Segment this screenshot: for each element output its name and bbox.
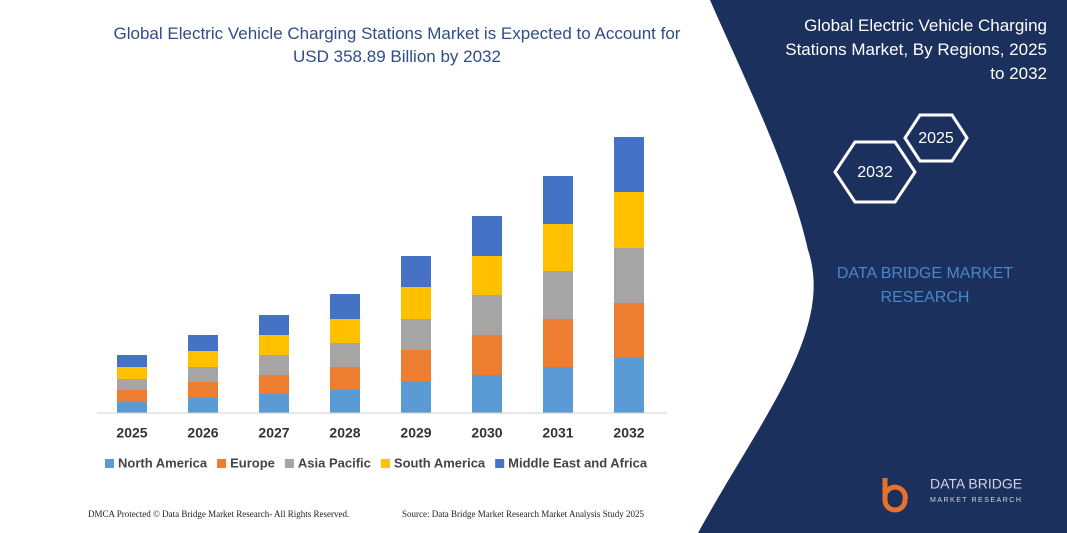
bar-segment	[117, 402, 147, 413]
bar-segment	[472, 256, 502, 295]
bar-segment	[117, 355, 147, 367]
bar-segment	[614, 358, 644, 413]
bar-segment	[259, 315, 289, 335]
bar-segment	[188, 335, 218, 351]
legend-swatch	[284, 459, 294, 468]
hexagon	[903, 113, 969, 163]
panel-title: Global Electric Vehicle Charging Station…	[785, 16, 1047, 83]
bar-segment	[543, 224, 573, 271]
side-panel	[698, 0, 1067, 533]
legend-swatch	[495, 459, 505, 468]
x-tick-label: 2025	[116, 425, 147, 441]
x-tick-label: 2027	[258, 425, 289, 441]
legend-swatch	[380, 459, 390, 468]
bar-segment	[330, 367, 360, 390]
bar-segment	[117, 367, 147, 379]
bar-segment	[188, 351, 218, 367]
hex-label: 2025	[918, 130, 954, 147]
x-tick-label: 2028	[329, 425, 360, 441]
bar-segment	[330, 390, 360, 413]
bar-segment	[614, 303, 644, 358]
logo-icon	[882, 478, 908, 513]
x-tick-label: 2032	[613, 425, 644, 441]
bar-segment	[472, 216, 502, 256]
x-tick-label: 2029	[400, 425, 431, 441]
bar-segment	[330, 319, 360, 343]
chart-title: Global Electric Vehicle Charging Station…	[113, 24, 681, 66]
bar-segment	[259, 355, 289, 375]
bar-segment	[259, 335, 289, 355]
footer-right: Source: Data Bridge Market Research Mark…	[402, 509, 644, 519]
footer-left: DMCA Protected © Data Bridge Market Rese…	[88, 509, 349, 519]
legend-label: North America	[118, 455, 208, 470]
x-tick-label: 2026	[187, 425, 218, 441]
bar-segment	[401, 350, 431, 382]
bar-segment	[117, 390, 147, 402]
bar-segment	[543, 319, 573, 367]
legend-swatch	[105, 459, 114, 468]
bar-segment	[330, 343, 360, 367]
hex-label: 2032	[857, 164, 893, 181]
bar-segment	[543, 176, 573, 224]
legend-swatch	[217, 459, 227, 468]
x-tick-label: 2030	[471, 425, 502, 441]
bar-segment	[117, 379, 147, 390]
bar-segment	[472, 335, 502, 375]
bar-segment	[543, 271, 573, 319]
legend-label: Middle East and Africa	[508, 455, 648, 470]
bar-segment	[259, 375, 289, 394]
legend-label: Asia Pacific	[298, 455, 371, 470]
brand-text: DATA BRIDGE MARKET RESEARCH	[836, 265, 1014, 306]
bar-segment	[188, 382, 218, 398]
bar-segment	[401, 319, 431, 350]
bar-segment	[472, 375, 502, 413]
bar-segment	[401, 256, 431, 287]
logo-title: DATA BRIDGE	[930, 476, 1022, 492]
bar-segment	[188, 367, 218, 382]
bar-segment	[330, 294, 360, 319]
bar-segment	[614, 192, 644, 248]
bar-segment	[614, 137, 644, 192]
logo-sub: MARKET RESEARCH	[930, 497, 1022, 504]
bar-segment	[401, 287, 431, 319]
bar-segment	[472, 295, 502, 335]
bar-segment	[614, 248, 644, 303]
hexagon	[833, 140, 917, 204]
legend-label: Europe	[230, 455, 275, 470]
bar-segment	[259, 394, 289, 413]
bar-segment	[401, 382, 431, 413]
x-tick-label: 2031	[542, 425, 573, 441]
bar-segment	[543, 367, 573, 413]
legend-label: South America	[394, 455, 486, 470]
bar-segment	[188, 398, 218, 413]
